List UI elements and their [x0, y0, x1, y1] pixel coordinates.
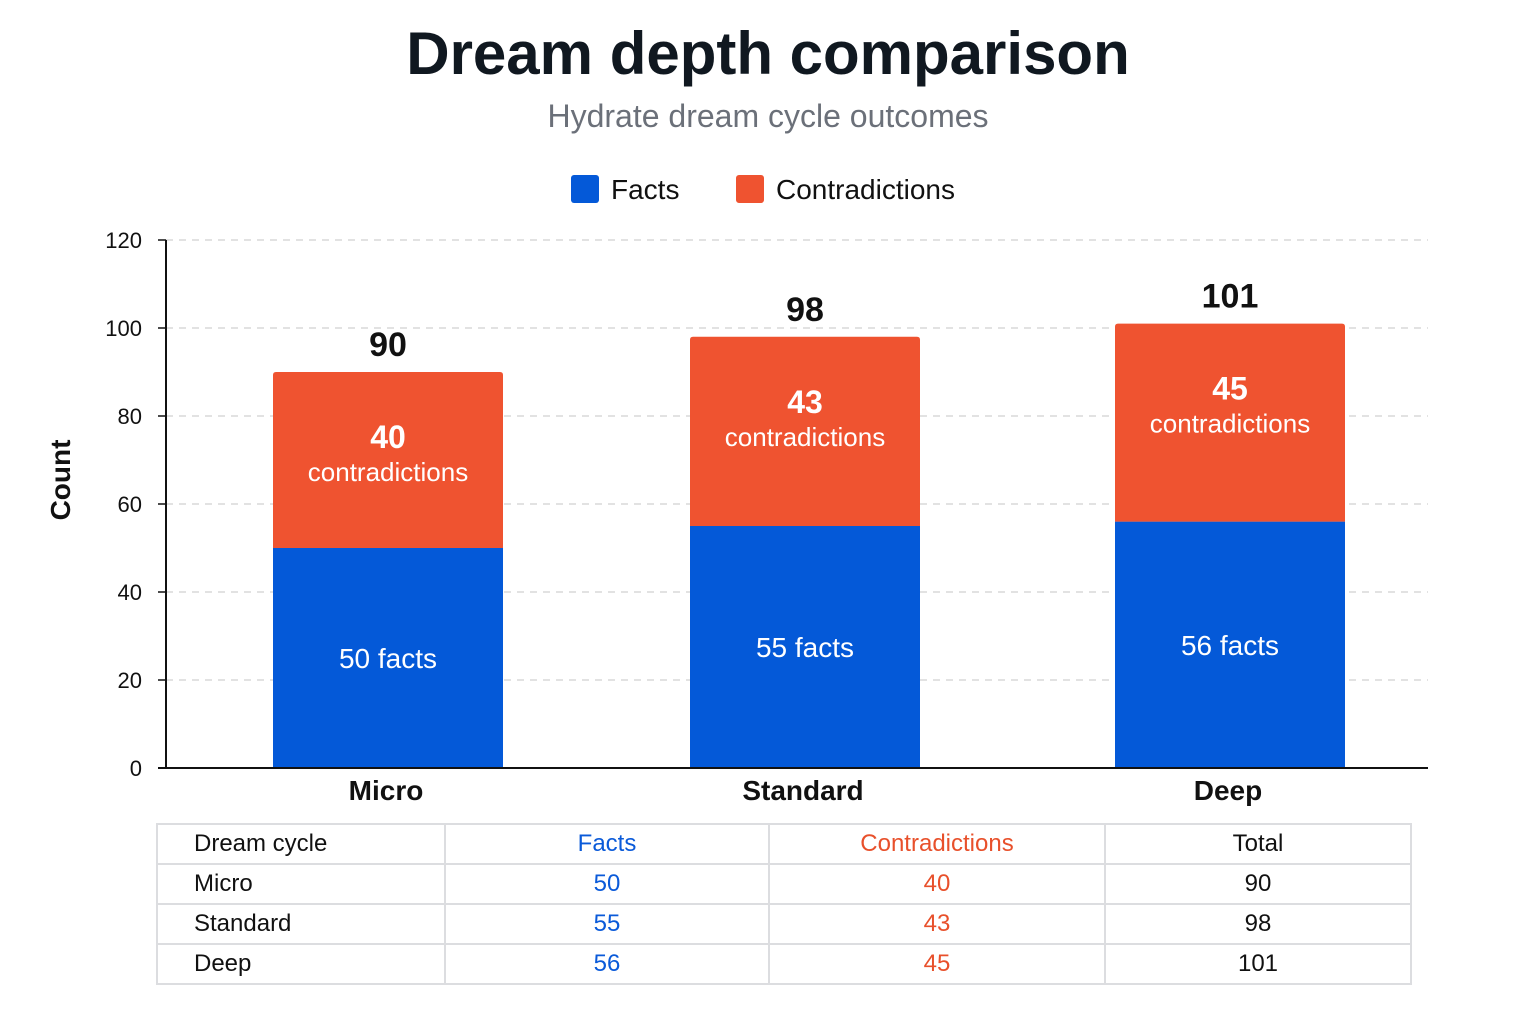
x-category-label: Standard — [742, 775, 863, 806]
y-tick-label: 120 — [105, 228, 142, 253]
stacked-bar-chart: Dream depth comparison Hydrate dream cyc… — [45, 20, 1428, 806]
bar-label-contradictions-value: 40 — [370, 419, 406, 455]
table-header-cell: Facts — [444, 823, 770, 865]
table-cell: 43 — [768, 903, 1106, 945]
y-tick-label: 100 — [105, 316, 142, 341]
table-cell: Deep — [156, 943, 446, 985]
y-tick-label: 20 — [118, 668, 142, 693]
y-tick-label: 80 — [118, 404, 142, 429]
bar-label-contradictions-text: contradictions — [308, 457, 468, 487]
bar-label-contradictions-text: contradictions — [1150, 409, 1310, 439]
legend-label: Facts — [611, 174, 679, 205]
table-header-cell: Dream cycle — [156, 823, 446, 865]
bar-total-label: 98 — [786, 291, 824, 329]
y-tick-label: 40 — [118, 580, 142, 605]
table-header-cell: Total — [1104, 823, 1412, 865]
table-row: Micro 50 40 90 — [156, 863, 1412, 905]
legend: Facts Contradictions — [571, 174, 955, 205]
bar-label-facts: 50 facts — [339, 643, 437, 674]
bar-facts-standard — [690, 526, 920, 768]
bar-label-contradictions-value: 45 — [1212, 371, 1248, 407]
bar-facts-deep — [1115, 521, 1345, 768]
bar-label-contradictions-value: 43 — [787, 384, 823, 420]
y-axis-ticks: 0 20 40 60 80 100 120 — [105, 228, 166, 781]
table-cell: Micro — [156, 863, 446, 905]
table-cell: 55 — [444, 903, 770, 945]
data-table: Dream cycle Facts Contradictions Total M… — [156, 823, 1412, 985]
table-header-cell: Contradictions — [768, 823, 1106, 865]
y-axis-label: Count — [45, 440, 76, 521]
bar-label-facts: 55 facts — [756, 632, 854, 663]
table-cell: Standard — [156, 903, 446, 945]
legend-swatch — [571, 175, 599, 203]
table-cell: 50 — [444, 863, 770, 905]
table-cell: 45 — [768, 943, 1106, 985]
table-row: Standard 55 43 98 — [156, 903, 1412, 945]
table-row: Deep 56 45 101 — [156, 943, 1412, 985]
table-cell: 101 — [1104, 943, 1412, 985]
table-cell: 40 — [768, 863, 1106, 905]
x-category-label: Micro — [349, 775, 424, 806]
bar-contradictions-deep — [1115, 323, 1345, 522]
table-header-row: Dream cycle Facts Contradictions Total — [156, 823, 1412, 865]
bar-total-label: 90 — [369, 326, 407, 364]
x-axis-categories: Micro Standard Deep — [349, 775, 1263, 806]
bar-contradictions-micro — [273, 372, 503, 548]
y-tick-label: 0 — [130, 756, 142, 781]
y-tick-label: 60 — [118, 492, 142, 517]
chart-subtitle: Hydrate dream cycle outcomes — [547, 98, 988, 134]
bar-label-contradictions-text: contradictions — [725, 422, 885, 452]
bar-total-label: 101 — [1202, 278, 1259, 316]
axes — [158, 240, 1428, 769]
table-cell: 56 — [444, 943, 770, 985]
x-category-label: Deep — [1194, 775, 1262, 806]
table-cell: 90 — [1104, 863, 1412, 905]
legend-swatch — [736, 175, 764, 203]
chart-title: Dream depth comparison — [406, 20, 1130, 87]
bar-facts-micro — [273, 548, 503, 768]
table-cell: 98 — [1104, 903, 1412, 945]
legend-label: Contradictions — [776, 174, 955, 205]
bar-contradictions-standard — [690, 336, 920, 526]
bar-label-facts: 56 facts — [1181, 630, 1279, 661]
